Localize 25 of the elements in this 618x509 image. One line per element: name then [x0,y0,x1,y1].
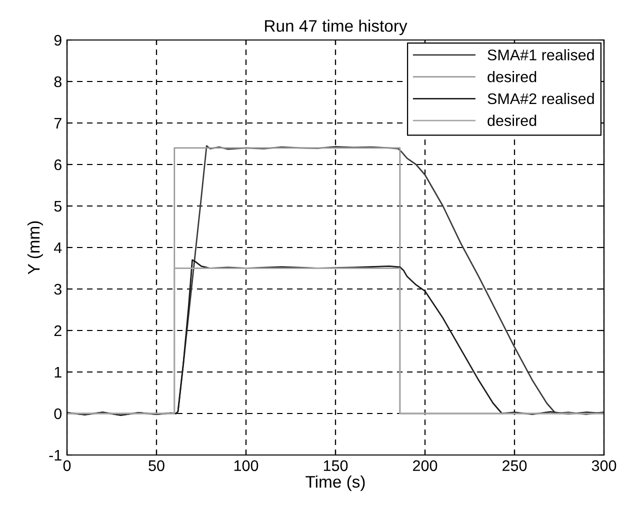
x-axis-title: Time (s) [306,475,365,492]
y-tick-label: 1 [54,367,62,378]
y-tick-label: 4 [54,242,62,254]
chart-title: Run 47 time history [265,20,408,36]
x-tick-label: 0 [63,460,71,472]
legend-label: desired [488,114,536,126]
y-tick-label: 9 [54,34,62,46]
legend-label: desired [488,71,536,82]
y-tick-label: 0 [54,408,62,420]
legend-label: SMA#1 realised [488,49,594,60]
y-tick-label: -1 [49,450,62,461]
y-tick-label: 2 [54,325,62,336]
y-axis-title: Y (mm) [27,221,43,274]
x-tick-label: 200 [413,460,438,472]
x-tick-label: 150 [324,460,348,472]
y-tick-label: 7 [54,118,62,129]
y-tick-label: 3 [54,284,62,295]
x-tick-label: 250 [502,460,527,472]
y-tick-label: 5 [54,201,62,212]
x-tick-label: 300 [592,460,616,472]
y-tick-label: 8 [54,76,62,88]
legend-label: SMA#2 realised [488,92,594,104]
x-tick-label: 50 [148,460,164,472]
y-tick-label: 6 [54,159,62,170]
x-tick-label: 100 [234,460,258,472]
